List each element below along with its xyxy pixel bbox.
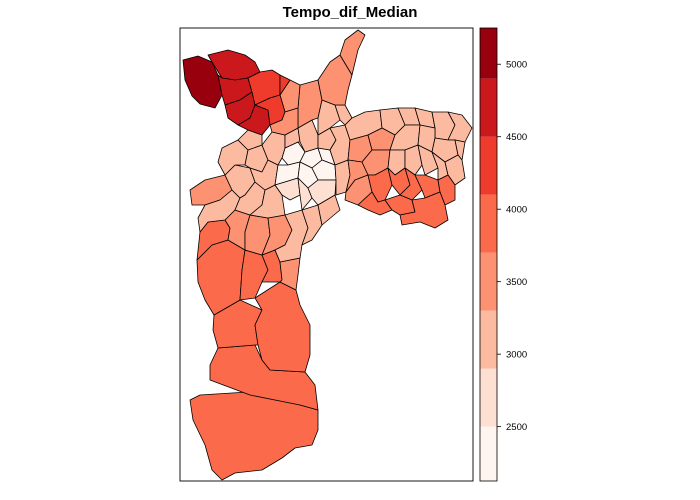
region-east-z [357,191,393,216]
legend-band [480,136,497,195]
region-east-p [404,144,423,176]
region-center-m [237,129,263,151]
legend-band [480,310,497,369]
legend-ticks: 2500 3000 3500 4000 4500 5000 [497,60,527,433]
legend-band [480,252,497,311]
legend-band [480,368,497,427]
region-north-d [317,54,353,106]
legend-bands [480,28,497,481]
legend-band [480,426,497,481]
legend-band [480,28,497,79]
region-nw-g [269,107,299,136]
legend-band [480,78,497,137]
legend-tick-label: 4500 [506,132,527,143]
legend: 2500 3000 3500 4000 4500 5000 [479,27,527,482]
region-nw-h [279,74,291,96]
legend-frame [479,27,498,482]
legend-tick-label: 5000 [506,60,527,71]
legend-band [480,194,497,253]
legend-tick-label: 3500 [506,277,527,288]
legend-tick-label: 3000 [506,350,527,361]
region-west-a [197,189,241,233]
map-regions [182,29,473,481]
region-south-east [254,281,311,373]
region-center-j [317,194,341,226]
map-title: Tempo_dif_Median [283,4,418,21]
region-east-ab [399,191,449,229]
legend-tick-label: 2500 [506,422,527,433]
region-south-tip [189,391,319,481]
region-center-f [297,177,313,211]
region-east-q [417,144,439,176]
legend-tick-label: 4000 [506,205,527,216]
region-nw-darkest [182,55,223,109]
map-frame [179,27,474,482]
region-north-e [339,29,366,76]
